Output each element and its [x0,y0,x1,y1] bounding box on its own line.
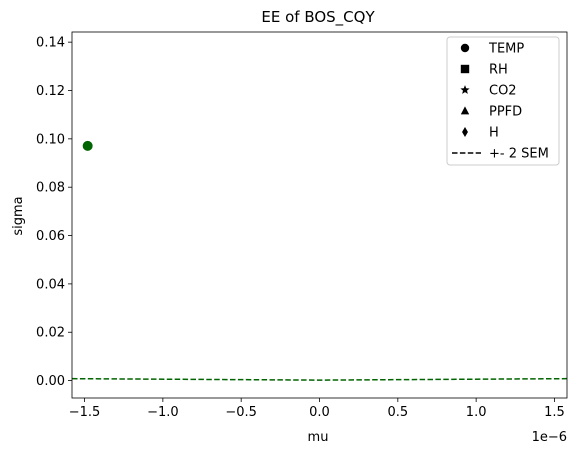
y-axis-label: sigma [11,196,26,235]
legend-label: PPFD [489,105,522,120]
legend-square-icon [460,64,470,74]
legend-circle-icon [460,43,470,53]
y-tick-label: 0.00 [36,374,65,389]
legend-label: CO2 [489,84,517,99]
y-tick-label: 0.06 [36,229,65,244]
legend-triangle-icon [460,106,470,115]
y-tick-label: 0.08 [36,181,65,196]
legend-star-icon [460,85,470,94]
x-axis-offset-text: 1e−6 [532,430,567,445]
y-tick-label: 0.14 [36,36,65,51]
y-tick-label: 0.04 [36,277,65,292]
legend-diamond-icon [462,126,468,138]
legend-label: H [489,126,499,141]
y-tick-label: 0.02 [36,326,65,341]
x-tick-label: 0.5 [387,405,408,420]
legend-label: +- 2 SEM [489,147,549,162]
legend-label: RH [489,63,508,78]
data-point-temp-0 [82,140,93,151]
legend-box [446,36,560,166]
x-tick-label: −1.0 [147,405,179,420]
y-tick-label: 0.12 [36,84,65,99]
y-tick-label: 0.10 [36,132,65,147]
sem-dashed-line [71,377,568,381]
legend-label: TEMP [488,42,524,57]
x-tick-label: −0.5 [225,405,257,420]
x-tick-label: 1.5 [544,405,565,420]
x-axis-label: mu [308,430,329,445]
x-tick-label: 0.0 [309,405,330,420]
x-tick-label: −1.5 [69,405,101,420]
x-tick-label: 1.0 [466,405,487,420]
chart-title: EE of BOS_CQY [261,8,375,27]
